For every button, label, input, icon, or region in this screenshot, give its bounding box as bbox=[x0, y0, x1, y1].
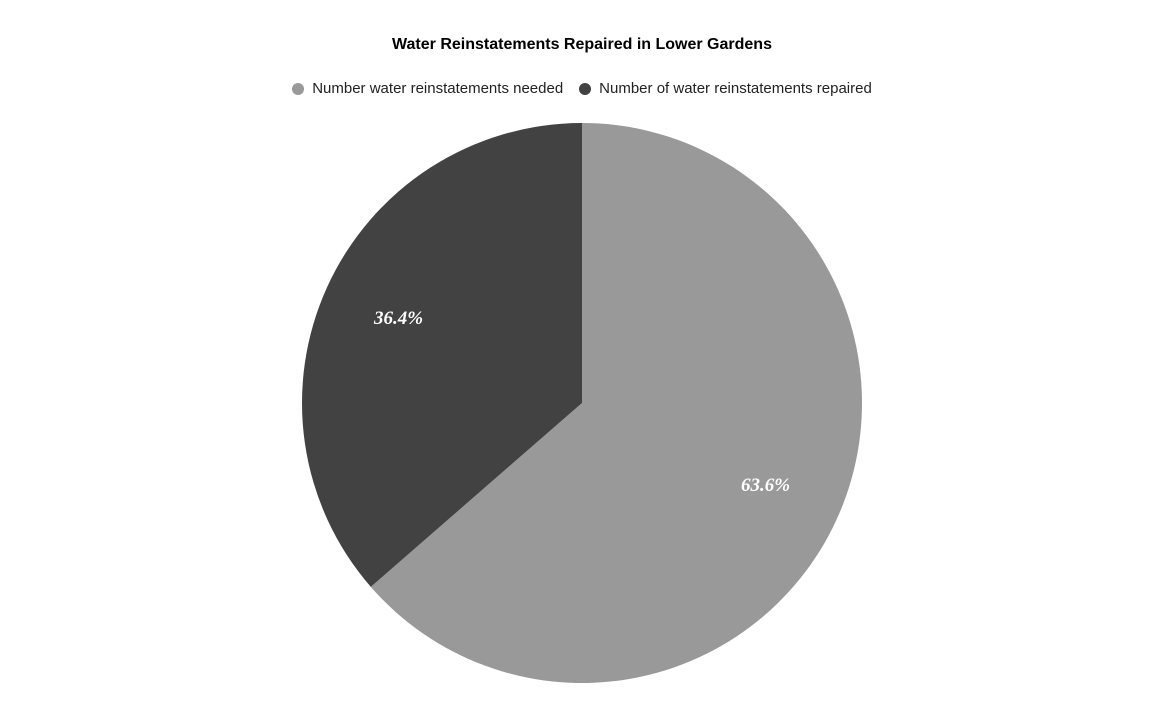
legend-item-repaired[interactable]: Number of water reinstatements repaired bbox=[579, 80, 872, 97]
pie-slice-repaired[interactable] bbox=[302, 123, 582, 587]
legend-label-needed: Number water reinstatements needed bbox=[312, 80, 564, 97]
legend-swatch-repaired bbox=[579, 82, 592, 95]
legend-item-needed[interactable]: Number water reinstatements needed bbox=[292, 80, 563, 97]
slice-label-repaired: 36.4% bbox=[373, 308, 423, 329]
slice-label-needed: 63.6% bbox=[741, 475, 790, 496]
chart-title: Water Reinstatements Repaired in Lower G… bbox=[392, 36, 772, 53]
chart-legend: Number water reinstatements needed Numbe… bbox=[0, 80, 1164, 97]
legend-swatch-needed bbox=[292, 82, 305, 95]
legend-label-repaired: Number of water reinstatements repaired bbox=[599, 80, 872, 97]
pie-slice-needed[interactable] bbox=[370, 123, 863, 683]
